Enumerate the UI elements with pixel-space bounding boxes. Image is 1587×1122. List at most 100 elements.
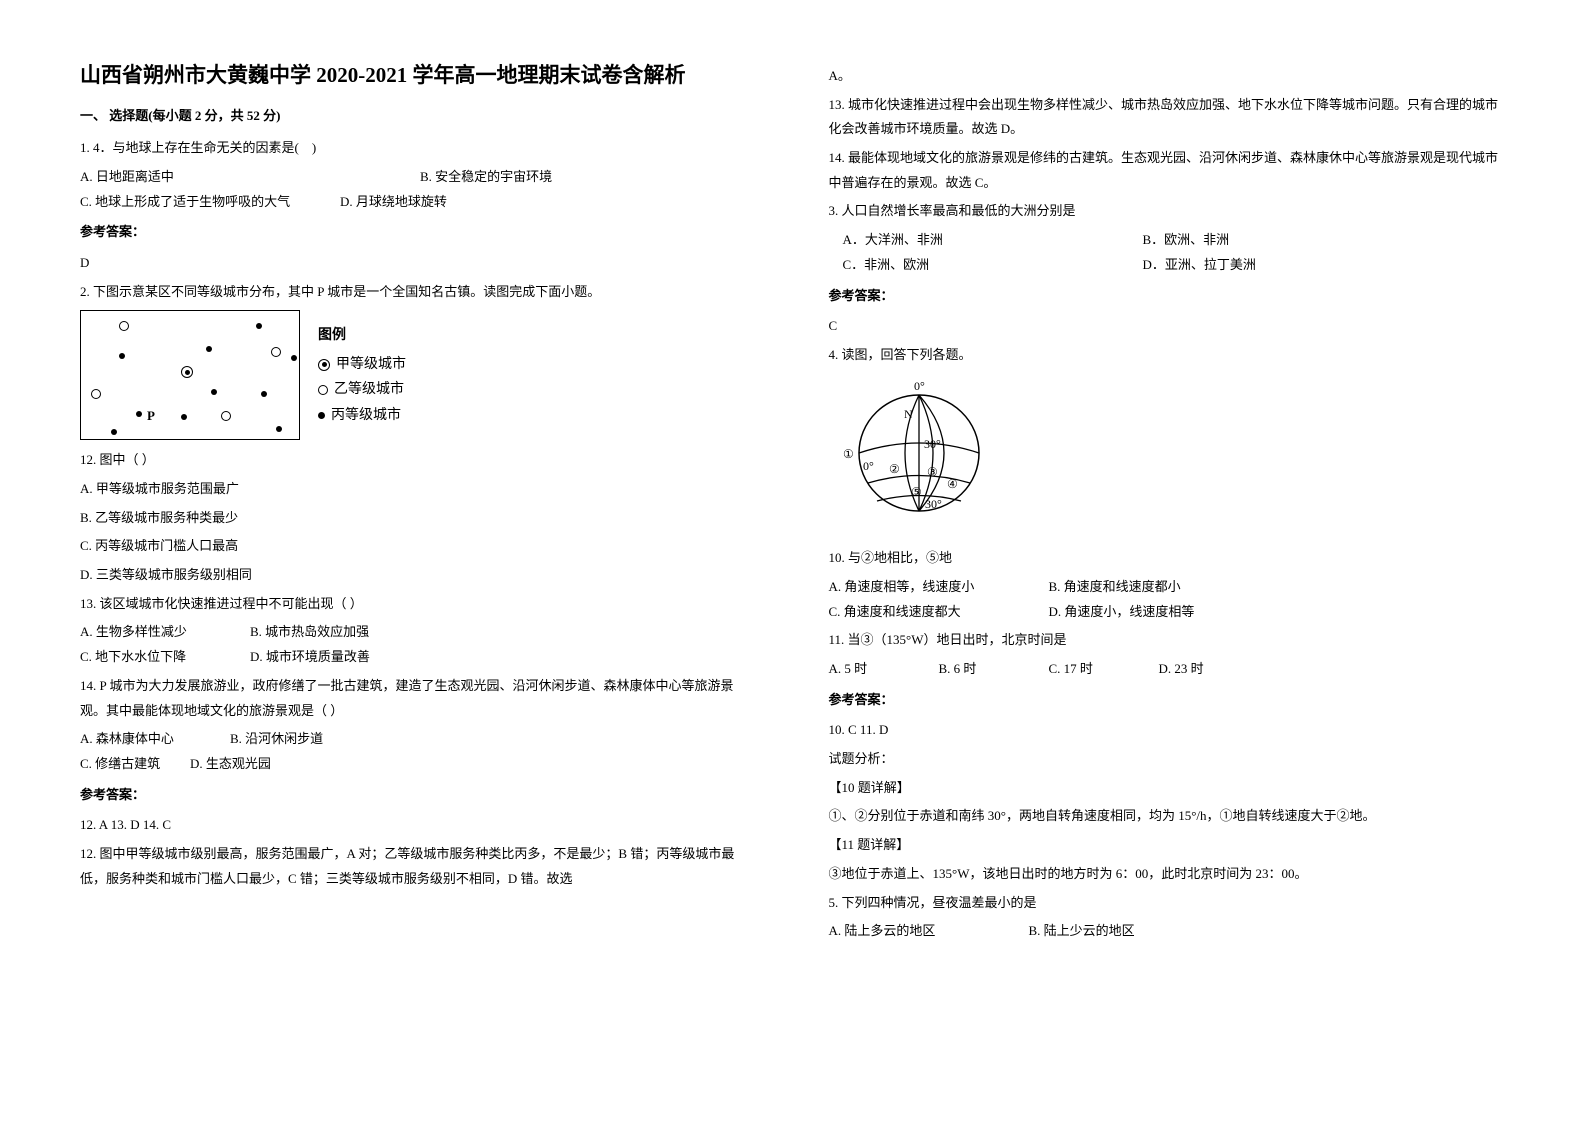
q2-13-row2: C. 地下水水位下降 D. 城市环境质量改善 — [80, 645, 759, 670]
city-map-box: P — [80, 310, 300, 440]
q3-a: A．大洋洲、非洲 — [843, 228, 1143, 253]
globe-bottom30: 30° — [925, 497, 942, 511]
q4-11-row: A. 5 时 B. 6 时 C. 17 时 D. 23 时 — [829, 657, 1508, 682]
legend-b-text: 乙等级城市 — [334, 377, 404, 402]
q3-row1: A．大洋洲、非洲 B．欧洲、非洲 — [843, 228, 1508, 253]
exp14: 14. 最能体现地域文化的旅游景观是修纬的古建筑。生态观光园、沿河休闲步道、森林… — [829, 146, 1508, 195]
q2-14-stem: 14. P 城市为大力发展旅游业，政府修缮了一批古建筑，建造了生态观光园、沿河休… — [80, 674, 759, 723]
globe-diagram: 0° N 30° ① 0° ② ③ ④ ⑤ 30° — [839, 378, 1508, 537]
target-icon — [318, 359, 330, 371]
globe-m4: ④ — [947, 477, 958, 491]
q4-exp-head: 试题分析： — [829, 747, 1508, 772]
q5-b: B. 陆上少云的地区 — [1029, 919, 1135, 944]
q2-12-stem: 12. 图中（ ） — [80, 448, 759, 473]
city-c-6 — [261, 391, 267, 397]
q4-exp11: ③地位于赤道上、135°W，该地日出时的地方时为 6：00，此时北京时间为 23… — [829, 862, 1508, 887]
city-c-1 — [256, 323, 262, 329]
city-c-3 — [206, 346, 212, 352]
doc-title: 山西省朔州市大黄巍中学 2020-2021 学年高一地理期末试卷含解析 — [80, 60, 759, 92]
q4-10-row1: A. 角速度相等，线速度小 B. 角速度和线速度都小 — [829, 575, 1508, 600]
hollow-icon — [318, 385, 328, 395]
q3-ans-head: 参考答案： — [829, 284, 1508, 309]
q2-12-a: A. 甲等级城市服务范围最广 — [80, 477, 759, 502]
city-diagram: P 图例 甲等级城市 乙等级城市 丙等级城市 — [80, 310, 759, 440]
q2-14-row1: A. 森林康体中心 B. 沿河休闲步道 — [80, 727, 759, 752]
q4-stem: 4. 读图，回答下列各题。 — [829, 343, 1508, 368]
q3-b: B．欧洲、非洲 — [1143, 228, 1230, 253]
q5-a: A. 陆上多云的地区 — [829, 919, 1029, 944]
globe-m2: ② — [889, 462, 900, 476]
q4-11-d: D. 23 时 — [1159, 657, 1204, 682]
globe-m3: ③ — [927, 465, 938, 479]
q3-d: D．亚洲、拉丁美洲 — [1143, 253, 1256, 278]
legend: 图例 甲等级城市 乙等级城市 丙等级城市 — [318, 323, 406, 428]
q1-opt-a: A. 日地距离适中 — [80, 165, 420, 190]
cont-a: A。 — [829, 64, 1508, 89]
q1-stem: 1. 4．与地球上存在生命无关的因素是( ) — [80, 136, 759, 161]
q4-10-c: C. 角速度和线速度都大 — [829, 600, 1049, 625]
dot-icon — [318, 412, 325, 419]
q4-exp11h: 【11 题详解】 — [829, 833, 1508, 858]
q2-14-c: C. 修缮古建筑 — [80, 752, 190, 777]
legend-b: 乙等级城市 — [318, 377, 406, 402]
q3-row2: C．非洲、欧洲 D．亚洲、拉丁美洲 — [843, 253, 1508, 278]
q2-13-stem: 13. 该区域城市化快速推进过程中不可能出现（ ） — [80, 592, 759, 617]
q4-ans-line: 10. C 11. D — [829, 718, 1508, 743]
globe-n-label: N — [904, 407, 913, 421]
globe-svg: 0° N 30° ① 0° ② ③ ④ ⑤ 30° — [839, 378, 999, 528]
globe-m1: ① — [843, 447, 854, 461]
q4-10-row2: C. 角速度和线速度都大 D. 角速度小，线速度相等 — [829, 600, 1508, 625]
q2-14-row2: C. 修缮古建筑 D. 生态观光园 — [80, 752, 759, 777]
q2-stem: 2. 下图示意某区不同等级城市分布，其中 P 城市是一个全国知名古镇。读图完成下… — [80, 280, 759, 305]
q2-12-c: C. 丙等级城市门槛人口最高 — [80, 534, 759, 559]
globe-top-label: 0° — [914, 379, 925, 393]
city-a-1 — [181, 366, 193, 378]
city-b-3 — [91, 389, 101, 399]
globe-left0: 0° — [863, 459, 874, 473]
q4-10-a: A. 角速度相等，线速度小 — [829, 575, 1049, 600]
q1-opt-b: B. 安全稳定的宇宙环境 — [420, 165, 552, 190]
q2-13-a: A. 生物多样性减少 — [80, 620, 250, 645]
q2-14-a: A. 森林康体中心 — [80, 727, 230, 752]
q4-exp10: ①、②分别位于赤道和南纬 30°，两地自转角速度相同，均为 15°/h，①地自转… — [829, 804, 1508, 829]
q2-13-row1: A. 生物多样性减少 B. 城市热岛效应加强 — [80, 620, 759, 645]
city-c-5 — [211, 389, 217, 395]
city-c-4 — [291, 355, 297, 361]
q1-ans-head: 参考答案： — [80, 220, 759, 245]
q4-exp10h: 【10 题详解】 — [829, 776, 1508, 801]
city-b-1 — [119, 321, 129, 331]
exp13: 13. 城市化快速推进过程中会出现生物多样性减少、城市热岛效应加强、地下水水位下… — [829, 93, 1508, 142]
q2-13-b: B. 城市热岛效应加强 — [250, 620, 369, 645]
q3-c: C．非洲、欧洲 — [843, 253, 1143, 278]
q1-opt-c: C. 地球上形成了适于生物呼吸的大气 — [80, 190, 340, 215]
q1-opt-d: D. 月球绕地球旋转 — [340, 190, 447, 215]
q4-11-stem: 11. 当③（135°W）地日出时，北京时间是 — [829, 628, 1508, 653]
q2-ans-line: 12. A 13. D 14. C — [80, 813, 759, 838]
globe-lat30: 30° — [924, 437, 941, 451]
city-c-10 — [276, 426, 282, 432]
legend-a-text: 甲等级城市 — [336, 352, 406, 377]
legend-c: 丙等级城市 — [318, 403, 406, 428]
city-c-8 — [181, 414, 187, 420]
section-1-head: 一、 选择题(每小题 2 分，共 52 分) — [80, 104, 759, 129]
q4-10-d: D. 角速度小，线速度相等 — [1049, 600, 1195, 625]
q4-ans-head: 参考答案： — [829, 688, 1508, 713]
q2-14-d: D. 生态观光园 — [190, 752, 271, 777]
p-label: P — [147, 404, 155, 429]
q2-12-b: B. 乙等级城市服务种类最少 — [80, 506, 759, 531]
q2-ans-head: 参考答案： — [80, 783, 759, 808]
q2-exp12: 12. 图中甲等级城市级别最高，服务范围最广，A 对；乙等级城市服务种类比丙多，… — [80, 842, 759, 891]
city-b-2 — [271, 347, 281, 357]
legend-title: 图例 — [318, 323, 406, 348]
q5-row: A. 陆上多云的地区 B. 陆上少云的地区 — [829, 919, 1508, 944]
q4-11-c: C. 17 时 — [1049, 657, 1159, 682]
q1-row2: C. 地球上形成了适于生物呼吸的大气 D. 月球绕地球旋转 — [80, 190, 759, 215]
q4-10-b: B. 角速度和线速度都小 — [1049, 575, 1181, 600]
city-c-9 — [111, 429, 117, 435]
q3-ans: C — [829, 314, 1508, 339]
q2-13-d: D. 城市环境质量改善 — [250, 645, 370, 670]
q4-10-stem: 10. 与②地相比，⑤地 — [829, 546, 1508, 571]
q3-stem: 3. 人口自然增长率最高和最低的大洲分别是 — [829, 199, 1508, 224]
legend-c-text: 丙等级城市 — [331, 403, 401, 428]
q1-ans: D — [80, 251, 759, 276]
